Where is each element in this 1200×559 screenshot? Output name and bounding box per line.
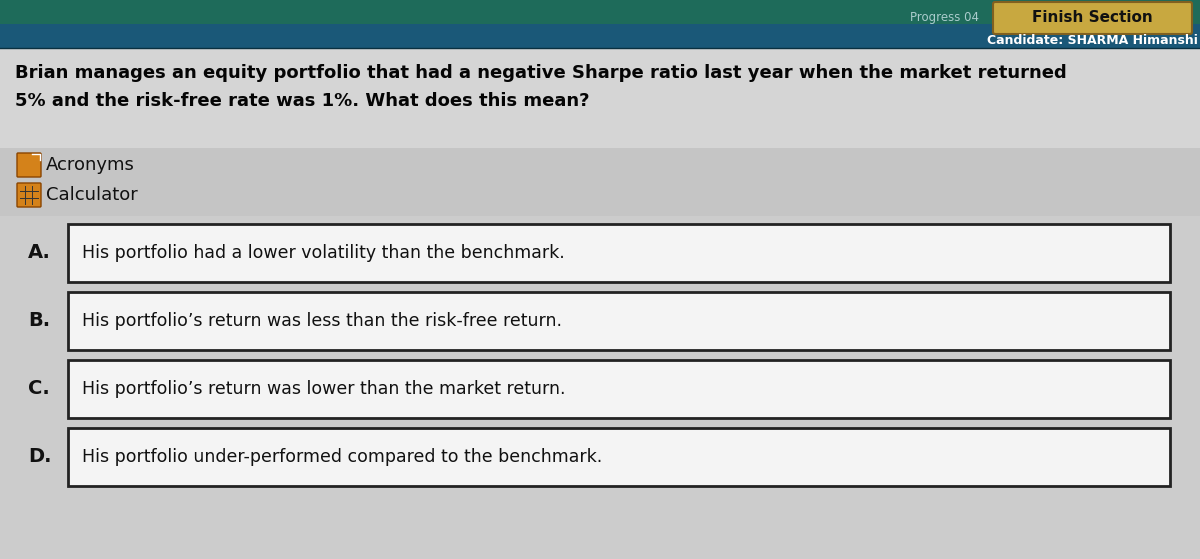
Text: Finish Section: Finish Section bbox=[1032, 11, 1153, 26]
FancyBboxPatch shape bbox=[17, 153, 41, 177]
Text: D.: D. bbox=[28, 448, 52, 467]
Text: Brian manages an equity portfolio that had a negative Sharpe ratio last year whe: Brian manages an equity portfolio that h… bbox=[14, 64, 1067, 82]
Text: Progress 04: Progress 04 bbox=[911, 12, 979, 25]
Text: B.: B. bbox=[28, 311, 50, 330]
Bar bbox=[68, 360, 1170, 418]
Text: His portfolio’s return was less than the risk-free return.: His portfolio’s return was less than the… bbox=[82, 312, 562, 330]
Text: A.: A. bbox=[28, 244, 50, 263]
Bar bbox=[0, 0, 1200, 24]
Bar bbox=[0, 48, 1200, 148]
FancyBboxPatch shape bbox=[17, 183, 41, 207]
Text: His portfolio’s return was lower than the market return.: His portfolio’s return was lower than th… bbox=[82, 380, 565, 398]
Bar bbox=[0, 24, 1200, 48]
FancyBboxPatch shape bbox=[994, 2, 1192, 34]
Bar bbox=[68, 224, 1170, 282]
Text: His portfolio under-performed compared to the benchmark.: His portfolio under-performed compared t… bbox=[82, 448, 602, 466]
Text: 5% and the risk-free rate was 1%. What does this mean?: 5% and the risk-free rate was 1%. What d… bbox=[14, 92, 589, 110]
Text: His portfolio had a lower volatility than the benchmark.: His portfolio had a lower volatility tha… bbox=[82, 244, 565, 262]
Bar bbox=[0, 148, 1200, 216]
Bar bbox=[68, 428, 1170, 486]
Text: Candidate: SHARMA Himanshi: Candidate: SHARMA Himanshi bbox=[988, 34, 1198, 46]
Text: Acronyms: Acronyms bbox=[46, 156, 134, 174]
Text: C.: C. bbox=[28, 380, 49, 399]
Text: Calculator: Calculator bbox=[46, 186, 138, 204]
Bar bbox=[68, 292, 1170, 350]
